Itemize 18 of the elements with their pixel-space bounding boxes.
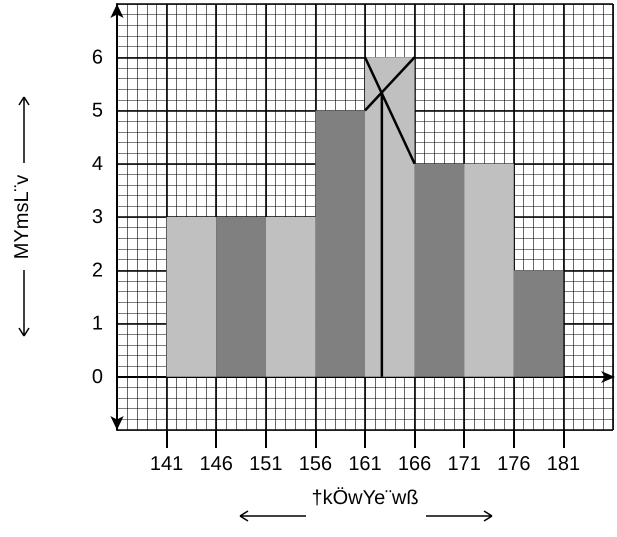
y-tick-label: 2 bbox=[92, 259, 103, 282]
x-tick-label: 156 bbox=[298, 453, 332, 475]
y-tick-label: 4 bbox=[92, 152, 103, 175]
x-tick-label: 161 bbox=[348, 453, 382, 475]
x-tick-label: 181 bbox=[546, 453, 580, 475]
y-axis-title: MYmsL¨v bbox=[11, 174, 33, 260]
y-tick-label: 5 bbox=[92, 100, 103, 122]
x-tick-label: 171 bbox=[448, 453, 481, 475]
x-tick-label: 146 bbox=[200, 453, 233, 475]
y-tick-label: 6 bbox=[92, 46, 103, 68]
y-tick-label: 1 bbox=[92, 312, 103, 334]
x-tick-label: 141 bbox=[150, 453, 184, 475]
y-tick-label: 0 bbox=[92, 366, 103, 388]
y-tick-label: 3 bbox=[92, 206, 103, 228]
x-tick-label: 166 bbox=[398, 453, 432, 475]
x-tick-label: 176 bbox=[497, 453, 530, 475]
x-axis-title: †kÖwYe¨wß bbox=[311, 487, 419, 509]
x-tick-label: 151 bbox=[249, 453, 282, 475]
